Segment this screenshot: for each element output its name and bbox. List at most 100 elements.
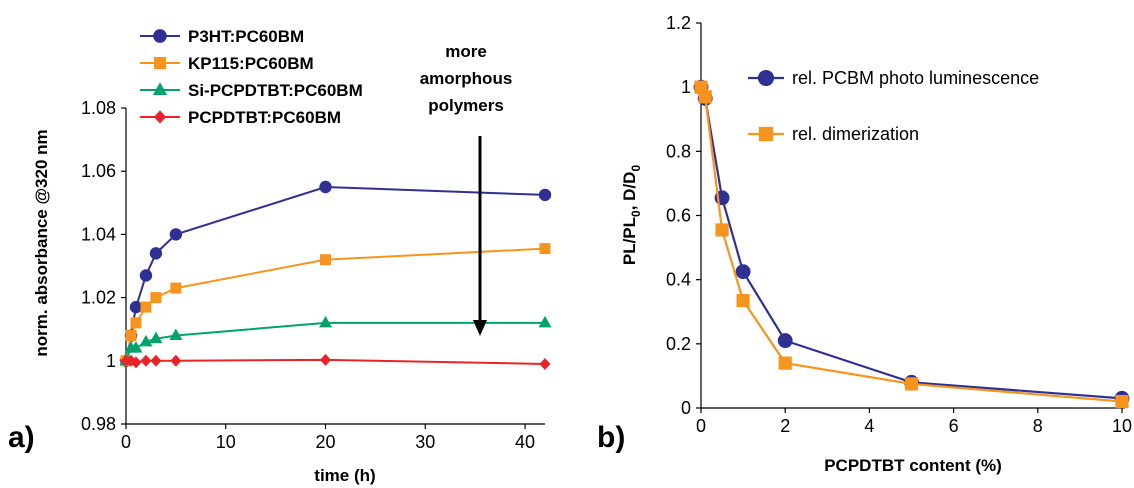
data-point xyxy=(170,354,182,367)
series-2 xyxy=(694,80,1129,409)
panel-a-series xyxy=(119,180,552,370)
legend-label: rel. PCBM photo luminescence xyxy=(792,68,1039,88)
y-tick-label: 0.2 xyxy=(666,334,691,354)
legend-entry: KP115:PC60BM xyxy=(140,54,314,73)
series-line xyxy=(126,358,546,365)
panel-a-label: a) xyxy=(8,421,35,454)
legend-label: PCPDTBT:PC60BM xyxy=(188,108,341,127)
panel-a-y-ticks: 0.98 1 1.02 1.04 1.06 1.08 xyxy=(81,98,126,434)
panel-a-x-ticks: 0 10 20 30 40 xyxy=(121,424,535,452)
data-point xyxy=(698,90,712,104)
data-point xyxy=(169,328,183,341)
panel-b-y-axis-label: PL/PL0, D/D0 xyxy=(620,165,643,266)
series-3 xyxy=(119,315,552,366)
x-tick-label: 2 xyxy=(780,416,790,436)
x-tick-label: 4 xyxy=(864,416,874,436)
data-point xyxy=(319,180,332,194)
data-point xyxy=(129,341,143,353)
data-point xyxy=(150,354,162,367)
data-point xyxy=(320,353,332,366)
data-point xyxy=(140,354,152,367)
data-point xyxy=(538,188,552,202)
panel-b-x-ticks: 0 2 4 6 8 10 xyxy=(696,408,1132,436)
legend-marker xyxy=(758,126,774,142)
legend-entry: PCPDTBT:PC60BM xyxy=(140,108,341,127)
legend-marker xyxy=(757,69,775,87)
y-tick-label: 0.4 xyxy=(666,270,691,290)
y-tick-label: 1.06 xyxy=(81,161,116,181)
data-point xyxy=(778,356,792,370)
x-tick-label: 0 xyxy=(696,416,706,436)
legend-marker xyxy=(152,82,168,95)
x-tick-label: 30 xyxy=(415,432,435,452)
panel-a: a) 0.98 1 1.02 1.04 1.06 1.08 0 10 20 30 40 time … xyxy=(8,27,552,485)
annotation-line-3: polymers xyxy=(428,96,504,115)
y-tick-label: 0.8 xyxy=(666,141,691,161)
data-point xyxy=(149,331,163,344)
legend-entry: rel. PCBM photo luminescence xyxy=(748,68,1039,88)
data-point xyxy=(169,228,183,241)
y-tick-label: 1.02 xyxy=(81,288,116,308)
series-1 xyxy=(119,180,552,367)
legend-label: KP115:PC60BM xyxy=(188,54,314,73)
panel-b: b) 0 0.2 0.4 0.6 0.8 1 1.2 0 2 4 6 8 10 PCPDTBT con… xyxy=(597,13,1132,475)
x-tick-label: 6 xyxy=(949,416,959,436)
y-tick-label: 1.08 xyxy=(81,98,116,118)
x-tick-label: 10 xyxy=(216,432,236,452)
legend-marker xyxy=(153,56,167,70)
data-point xyxy=(715,223,729,237)
data-point xyxy=(1115,394,1129,409)
x-tick-label: 8 xyxy=(1033,416,1043,436)
data-point xyxy=(129,300,143,314)
legend-marker xyxy=(153,29,167,43)
data-point xyxy=(539,243,551,255)
panel-b-label: b) xyxy=(597,421,625,454)
data-point xyxy=(140,301,152,313)
legend-entry: rel. dimerization xyxy=(748,124,919,144)
data-point xyxy=(130,356,142,369)
legend-entry: P3HT:PC60BM xyxy=(140,27,304,46)
data-point xyxy=(149,247,163,260)
y-tick-label: 0.6 xyxy=(666,206,691,226)
legend-label: Si-PCPDTBT:PC60BM xyxy=(188,81,363,100)
legend-marker xyxy=(153,110,167,124)
series-2 xyxy=(120,243,551,367)
panel-b-y-ticks: 0 0.2 0.4 0.6 0.8 1 1.2 xyxy=(666,13,701,418)
y-tick-label: 1.2 xyxy=(666,13,691,33)
panel-a-legend: P3HT:PC60BM KP115:PC60BM Si-PCPDTBT:PC60BM… xyxy=(140,27,363,127)
data-point xyxy=(130,317,142,329)
annotation-line-1: more xyxy=(445,42,487,61)
series-line xyxy=(125,247,546,361)
legend-label: rel. dimerization xyxy=(792,124,919,144)
y-tick-label: 1 xyxy=(106,351,116,371)
data-point xyxy=(538,315,552,328)
data-point xyxy=(320,254,332,266)
panel-b-legend: rel. PCBM photo luminescence rel. dimeriz… xyxy=(748,68,1039,144)
legend-entry: Si-PCPDTBT:PC60BM xyxy=(140,81,363,100)
data-point xyxy=(777,333,793,349)
data-point xyxy=(170,282,182,294)
panel-b-x-axis-label: PCPDTBT content (%) xyxy=(824,456,1002,475)
panel-b-series xyxy=(693,79,1130,409)
data-point xyxy=(735,264,751,280)
annotation-arrow-head xyxy=(473,320,487,336)
x-tick-label: 10 xyxy=(1112,416,1132,436)
data-point xyxy=(139,269,153,282)
data-point xyxy=(150,292,162,304)
legend-label: P3HT:PC60BM xyxy=(188,27,304,46)
y-tick-label: 1.04 xyxy=(81,224,116,244)
panel-a-y-axis-label: norm. absorbance @320 nm xyxy=(32,129,51,356)
data-point xyxy=(736,293,750,308)
y-tick-label: 0 xyxy=(681,398,691,418)
data-point xyxy=(139,334,153,347)
data-point xyxy=(125,330,137,342)
annotation-line-2: amorphous xyxy=(420,69,513,88)
y-tick-label: 1 xyxy=(681,77,691,97)
y-tick-label: 0.98 xyxy=(81,414,116,434)
panel-a-axes xyxy=(125,108,545,425)
panel-a-annotation: more amorphous polymers xyxy=(420,42,513,336)
data-point xyxy=(539,357,551,370)
x-tick-label: 40 xyxy=(515,432,535,452)
x-tick-label: 0 xyxy=(121,432,131,452)
